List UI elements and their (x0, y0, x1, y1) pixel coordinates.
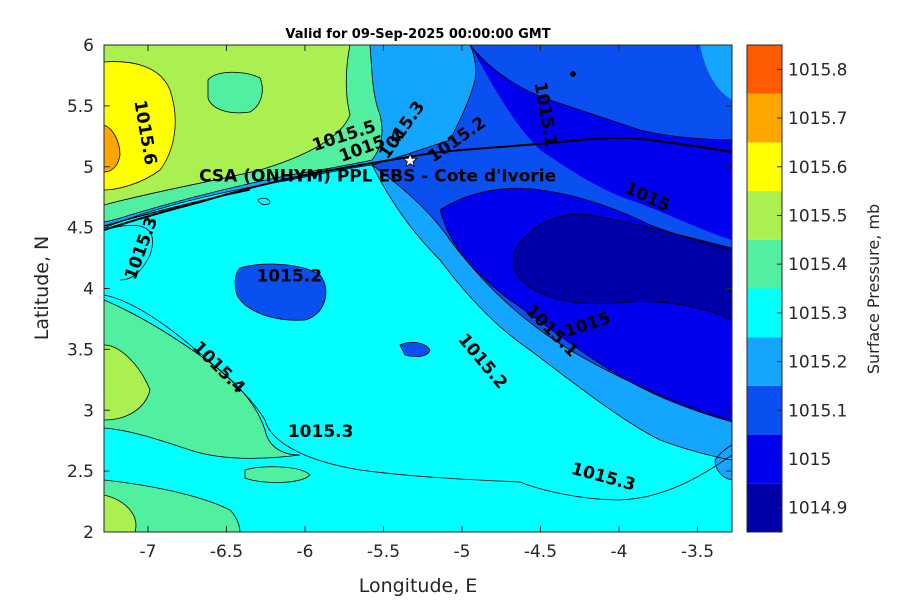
y-tick-label: 3.5 (67, 340, 94, 360)
y-tick-label: 5 (83, 158, 94, 178)
site-layer: CSA (ONHYM) PPL EBS - Cote d'Ivorie (199, 152, 556, 187)
x-tick-label: -5.5 (367, 542, 400, 562)
coastline (104, 136, 732, 231)
field-1015-1-island (235, 264, 326, 321)
field-1014-9 (513, 214, 732, 320)
colorbar-swatch (747, 434, 782, 484)
coastline-inner (104, 189, 251, 227)
contour-label: 1015.3 (288, 422, 354, 442)
colorbar-swatch (747, 239, 782, 289)
colorbar-swatch (747, 45, 782, 94)
y-tick-label: 2.5 (67, 462, 94, 482)
x-tick-label: -7 (139, 542, 156, 562)
contour-lines (104, 45, 732, 532)
map-title: Valid for 09-Sep-2025 00:00:00 GMT (285, 27, 550, 42)
x-tick-label: -5 (453, 542, 470, 562)
y-axis-ticks: 2 2.5 3 3.5 4 4.5 5 5.5 6 (67, 36, 732, 543)
x-tick-label: -4.5 (524, 542, 557, 562)
colorbar-swatch (747, 337, 782, 386)
contour-fill-layer (104, 45, 732, 532)
field-1015-4-s (104, 480, 240, 532)
site-label: CSA (ONHYM) PPL EBS - Cote d'Ivorie (199, 167, 556, 187)
y-axis-label: Latitude, N (31, 236, 53, 341)
field-1015-4-pocket (208, 72, 263, 113)
colorbar-tick-label: 1015.1 (788, 401, 847, 421)
star-icon (402, 152, 418, 168)
y-tick-label: 4 (83, 280, 94, 300)
x-axis-label: Longitude, E (359, 575, 478, 597)
colorbar-tick-label: 1015.8 (788, 60, 847, 80)
x-axis-ticks: -7 -6.5 -6 -5.5 -5 -4.5 -4 -3.5 (139, 45, 714, 562)
colorbar-tick-label: 1015 (788, 450, 831, 470)
colorbar-tick-label: 1015.4 (788, 255, 847, 275)
contour-label: 1015.2 (256, 266, 322, 286)
colorbar-swatch (747, 385, 782, 435)
x-tick-label: -6.5 (210, 542, 243, 562)
field-1015-6-nw (104, 61, 176, 190)
y-tick-label: 2 (83, 523, 94, 543)
x-tick-label: -3.5 (681, 542, 714, 562)
y-tick-label: 3 (83, 401, 94, 421)
colorbar-swatch (747, 93, 782, 143)
colorbar-swatch (747, 191, 782, 240)
field-1015-1-dot (400, 342, 430, 357)
colorbar-tick-label: 1015.5 (788, 206, 847, 226)
field-1015-5-sw (104, 345, 150, 420)
y-tick-label: 5.5 (67, 97, 94, 117)
colorbar-tick-label: 1014.9 (788, 499, 847, 519)
colorbar-swatch (747, 483, 782, 532)
field-1015-4-small (245, 466, 310, 483)
field-pocket-ne (700, 45, 732, 100)
x-tick-label: -6 (296, 542, 313, 562)
colorbar-tick-label: 1015.2 (788, 353, 847, 373)
y-tick-label: 6 (83, 36, 94, 56)
field-1015-4-sw (104, 300, 300, 459)
y-tick-label: 4.5 (67, 219, 94, 239)
field-1015-3-island-w (104, 225, 153, 280)
x-tick-label: -4 (610, 542, 627, 562)
colorbar-tick-label: 1015.7 (788, 109, 847, 129)
colorbar-swatch (747, 288, 782, 338)
field-1015-0-north (470, 45, 732, 240)
colorbar-tick-label: 1015.6 (788, 158, 847, 178)
colorbar-swatch (747, 142, 782, 192)
field-1015-5-s (104, 495, 136, 532)
colorbar-title: Surface Pressure, mb (864, 204, 883, 374)
field-1015-7-nw (104, 125, 120, 172)
colorbar-tick-label: 1015.3 (788, 304, 847, 324)
colorbar: 1014.9 1015 1015.1 1015.2 1015.3 1015.4 1015.5… (746, 44, 847, 533)
colorbar-frame (746, 44, 783, 533)
